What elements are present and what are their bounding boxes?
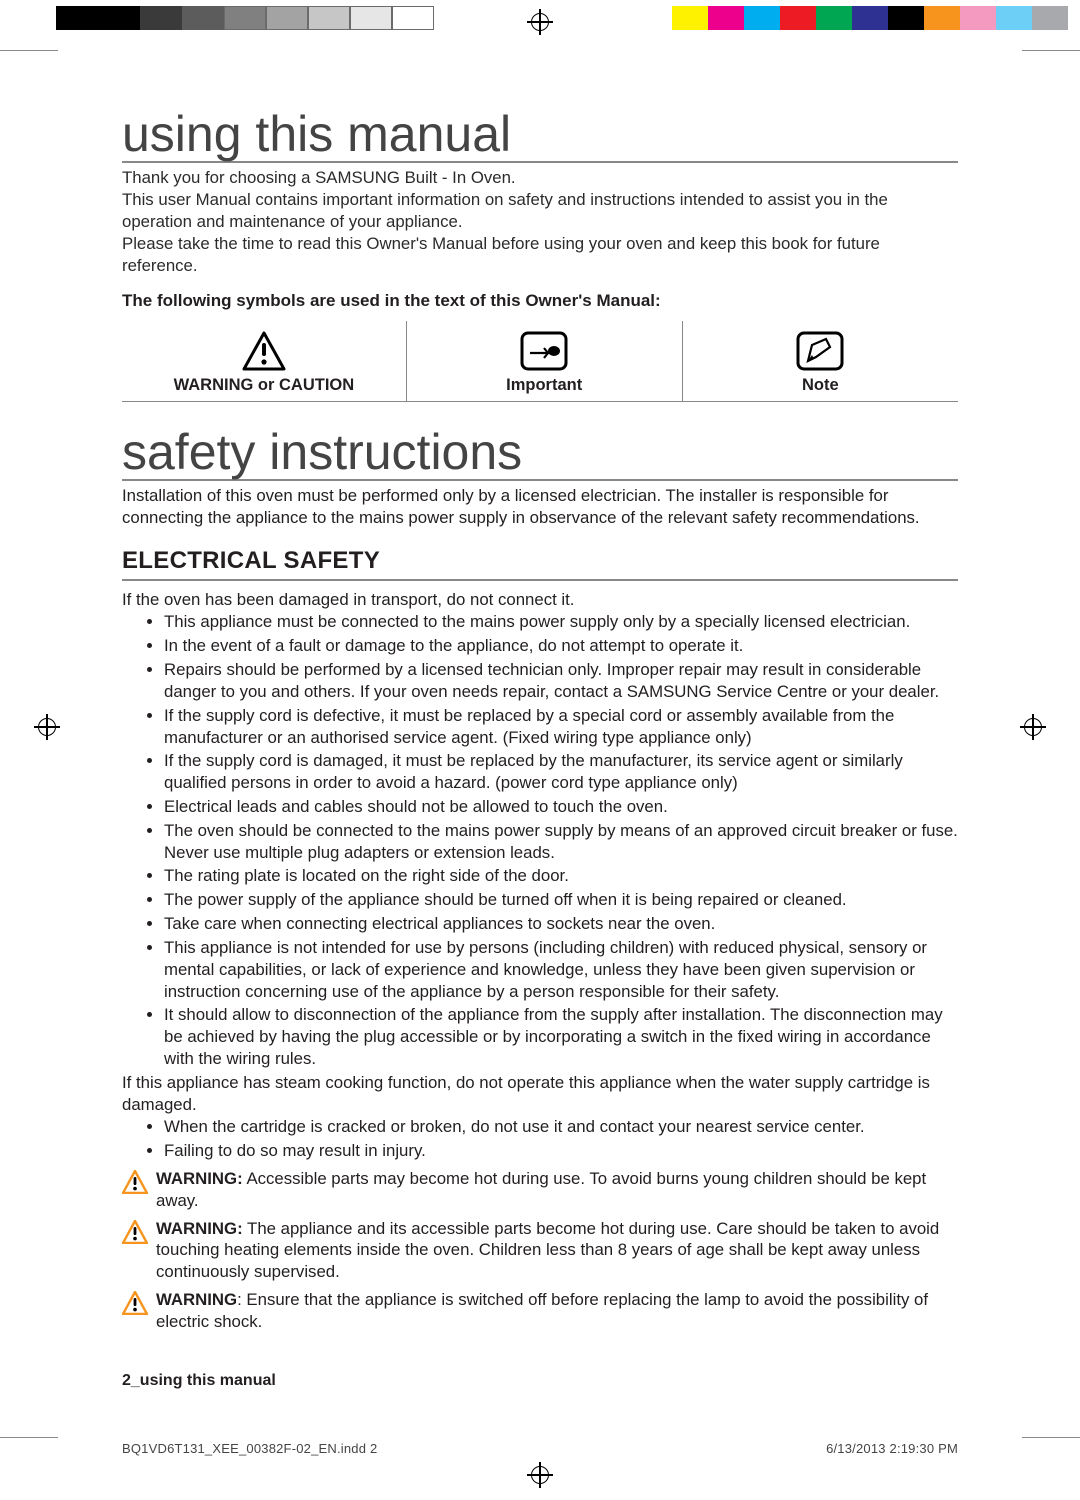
electrical-bullets: This appliance must be connected to the … xyxy=(122,611,958,1070)
symbol-label: Important xyxy=(406,376,682,402)
grey-swatch xyxy=(56,6,98,30)
warning-triangle-icon xyxy=(122,1168,156,1199)
intro-line: Thank you for choosing a SAMSUNG Built -… xyxy=(122,168,516,187)
crop-mark xyxy=(0,50,58,51)
heading-safety-instructions: safety instructions xyxy=(122,426,958,481)
intro-paragraph: Thank you for choosing a SAMSUNG Built -… xyxy=(122,167,958,278)
heading-electrical-safety: ELECTRICAL SAFETY xyxy=(122,547,958,581)
warning-triangle-icon xyxy=(122,1218,156,1249)
list-item: In the event of a fault or damage to the… xyxy=(164,635,958,657)
color-swatch xyxy=(744,6,780,30)
electrical-bullets-2: When the cartridge is cracked or broken,… xyxy=(122,1116,958,1162)
symbol-label: Note xyxy=(682,376,958,402)
note-pencil-icon xyxy=(796,331,844,376)
warning-triangle-icon xyxy=(242,331,286,376)
manual-page: using this manual Thank you for choosing… xyxy=(0,0,1080,1500)
pointing-hand-icon xyxy=(520,331,568,376)
intro-line: Please take the time to read this Owner'… xyxy=(122,234,880,275)
crop-mark xyxy=(1022,50,1080,51)
grey-swatch xyxy=(140,6,182,30)
warning-row: WARNING: Accessible parts may become hot… xyxy=(122,1168,958,1212)
list-item: The oven should be connected to the main… xyxy=(164,820,958,864)
grey-swatch xyxy=(224,6,266,30)
color-swatch xyxy=(852,6,888,30)
indd-file: BQ1VD6T131_XEE_00382F-02_EN.indd 2 xyxy=(122,1441,377,1456)
color-swatch xyxy=(960,6,996,30)
color-swatch xyxy=(816,6,852,30)
list-item: If the supply cord is defective, it must… xyxy=(164,705,958,749)
grey-swatch xyxy=(308,6,350,30)
registration-mark-icon xyxy=(527,9,553,35)
steam-line: If this appliance has steam cooking func… xyxy=(122,1072,958,1116)
footer-section-label: 2_using this manual xyxy=(122,1372,276,1390)
list-item: Failing to do so may result in injury. xyxy=(164,1140,958,1162)
list-item: When the cartridge is cracked or broken,… xyxy=(164,1116,958,1138)
warning-text: WARNING: Accessible parts may become hot… xyxy=(156,1168,958,1212)
grey-swatch xyxy=(266,6,308,30)
color-swatch xyxy=(672,6,708,30)
heading-using-this-manual: using this manual xyxy=(122,108,958,163)
warnings-block: WARNING: Accessible parts may become hot… xyxy=(122,1168,958,1333)
registration-mark-icon xyxy=(34,714,60,740)
indesign-slug: BQ1VD6T131_XEE_00382F-02_EN.indd 2 6/13/… xyxy=(122,1441,958,1456)
list-item: The rating plate is located on the right… xyxy=(164,865,958,887)
warning-text: WARNING: The appliance and its accessibl… xyxy=(156,1218,958,1283)
color-swatch xyxy=(1032,6,1068,30)
symbols-lead-in: The following symbols are used in the te… xyxy=(122,291,958,311)
list-item: This appliance is not intended for use b… xyxy=(164,937,958,1002)
list-item: Electrical leads and cables should not b… xyxy=(164,796,958,818)
color-swatch xyxy=(780,6,816,30)
symbol-label: WARNING or CAUTION xyxy=(122,376,406,402)
list-item: It should allow to disconnection of the … xyxy=(164,1004,958,1069)
warning-row: WARNING: Ensure that the appliance is sw… xyxy=(122,1289,958,1333)
grey-swatch xyxy=(182,6,224,30)
list-item: This appliance must be connected to the … xyxy=(164,611,958,633)
color-swatch xyxy=(888,6,924,30)
warning-row: WARNING: The appliance and its accessibl… xyxy=(122,1218,958,1283)
crop-mark xyxy=(0,1437,58,1438)
crop-mark xyxy=(1022,1437,1080,1438)
warning-text: WARNING: Ensure that the appliance is sw… xyxy=(156,1289,958,1333)
list-item: Take care when connecting electrical app… xyxy=(164,913,958,935)
symbols-table: WARNING or CAUTION Important Note xyxy=(122,321,958,402)
list-item: Repairs should be performed by a license… xyxy=(164,659,958,703)
registration-mark-icon xyxy=(527,1462,553,1488)
color-swatch xyxy=(708,6,744,30)
grey-swatch xyxy=(98,6,140,30)
registration-mark-icon xyxy=(1020,714,1046,740)
warning-triangle-icon xyxy=(122,1289,156,1320)
electrical-lead: If the oven has been damaged in transpor… xyxy=(122,589,958,611)
color-swatch xyxy=(924,6,960,30)
color-swatch xyxy=(996,6,1032,30)
page-content: using this manual Thank you for choosing… xyxy=(122,108,958,1333)
indd-timestamp: 6/13/2013 2:19:30 PM xyxy=(826,1441,958,1456)
grey-swatch xyxy=(392,6,434,30)
list-item: If the supply cord is damaged, it must b… xyxy=(164,750,958,794)
intro-line: This user Manual contains important info… xyxy=(122,190,888,231)
safety-intro: Installation of this oven must be perfor… xyxy=(122,485,958,529)
list-item: The power supply of the appliance should… xyxy=(164,889,958,911)
grey-swatch xyxy=(350,6,392,30)
